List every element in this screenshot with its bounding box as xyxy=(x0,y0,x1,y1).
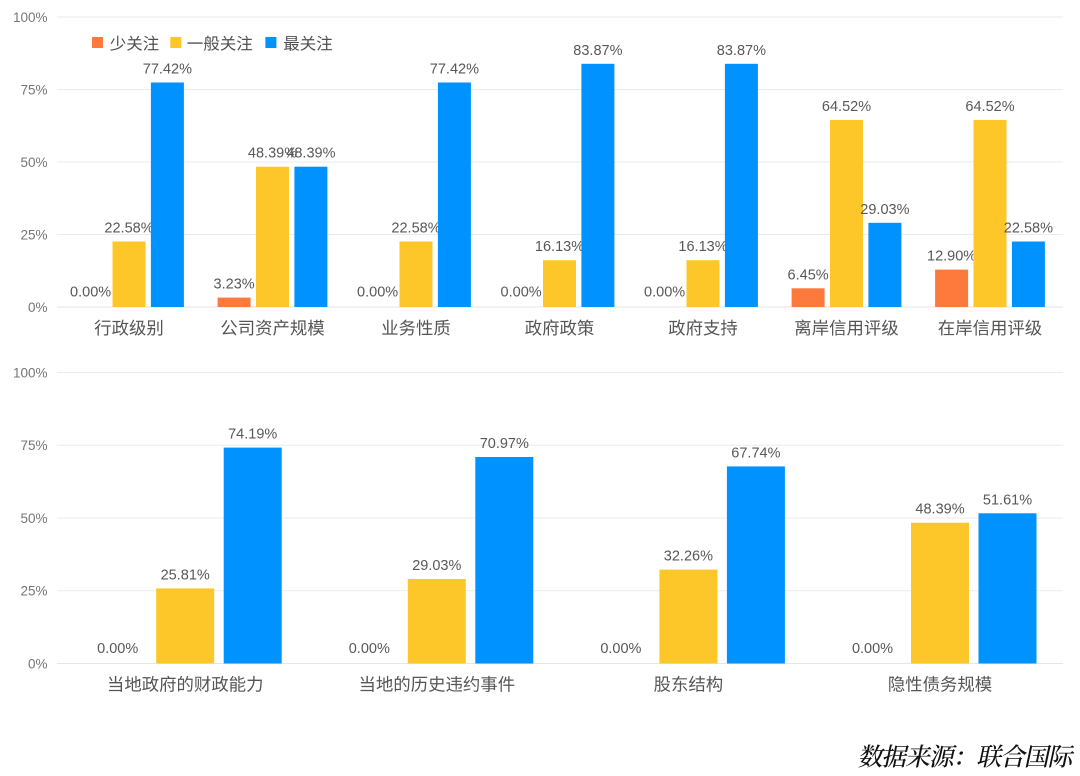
svg-text:0.00%: 0.00% xyxy=(97,641,138,657)
svg-text:29.03%: 29.03% xyxy=(412,558,461,574)
svg-text:77.42%: 77.42% xyxy=(430,62,479,78)
svg-text:3.23%: 3.23% xyxy=(214,277,255,293)
svg-text:6.45%: 6.45% xyxy=(788,267,829,283)
svg-text:51.61%: 51.61% xyxy=(983,492,1032,508)
svg-text:25.81%: 25.81% xyxy=(161,567,210,583)
svg-text:29.03%: 29.03% xyxy=(860,202,909,218)
svg-text:100%: 100% xyxy=(13,10,48,25)
svg-text:32.26%: 32.26% xyxy=(664,549,713,565)
svg-text:25%: 25% xyxy=(20,584,47,599)
svg-text:67.74%: 67.74% xyxy=(731,445,780,461)
svg-text:0.00%: 0.00% xyxy=(357,285,398,301)
svg-text:64.52%: 64.52% xyxy=(822,99,871,115)
svg-text:48.39%: 48.39% xyxy=(286,146,335,162)
svg-text:50%: 50% xyxy=(20,511,47,526)
svg-text:0.00%: 0.00% xyxy=(70,285,111,301)
svg-text:0.00%: 0.00% xyxy=(852,641,893,657)
svg-text:22.58%: 22.58% xyxy=(391,221,440,237)
svg-text:74.19%: 74.19% xyxy=(228,427,277,443)
svg-text:48.39%: 48.39% xyxy=(915,502,964,518)
svg-text:0.00%: 0.00% xyxy=(600,641,641,657)
svg-text:75%: 75% xyxy=(20,438,47,453)
svg-text:0.00%: 0.00% xyxy=(501,285,542,301)
svg-text:16.13%: 16.13% xyxy=(678,239,727,255)
svg-text:16.13%: 16.13% xyxy=(535,239,584,255)
svg-text:0.00%: 0.00% xyxy=(349,641,390,657)
svg-text:83.87%: 83.87% xyxy=(717,43,766,59)
svg-text:0%: 0% xyxy=(28,656,48,671)
svg-text:77.42%: 77.42% xyxy=(143,62,192,78)
svg-text:12.90%: 12.90% xyxy=(927,249,976,265)
svg-text:50%: 50% xyxy=(20,155,47,170)
svg-text:0.00%: 0.00% xyxy=(644,285,685,301)
svg-text:22.58%: 22.58% xyxy=(1004,221,1053,237)
svg-text:83.87%: 83.87% xyxy=(573,43,622,59)
svg-text:64.52%: 64.52% xyxy=(965,99,1014,115)
svg-text:48.39%: 48.39% xyxy=(248,146,297,162)
svg-text:70.97%: 70.97% xyxy=(480,436,529,452)
svg-text:22.58%: 22.58% xyxy=(104,221,153,237)
svg-text:0%: 0% xyxy=(28,300,48,315)
svg-text:75%: 75% xyxy=(20,82,47,97)
svg-text:100%: 100% xyxy=(13,365,48,380)
svg-text:25%: 25% xyxy=(20,227,47,242)
